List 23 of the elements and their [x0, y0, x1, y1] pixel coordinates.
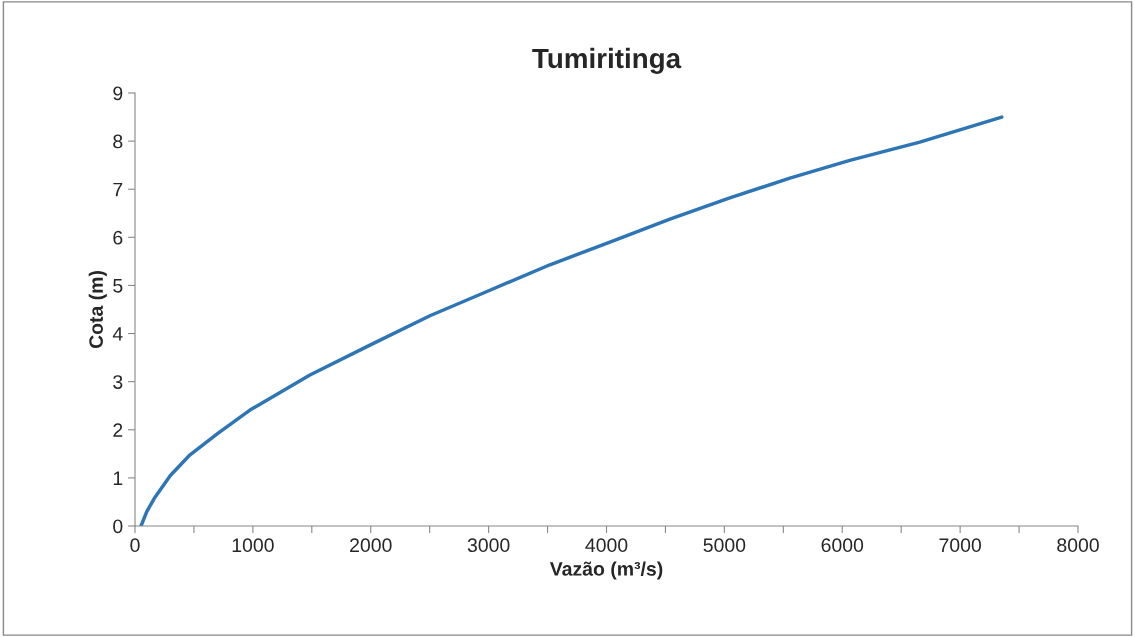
x-tick-label: 5000 [703, 538, 746, 553]
x-tick-label: 2000 [350, 538, 392, 553]
y-tick-label: 2 [113, 423, 123, 437]
y-tick-label: 6 [113, 230, 123, 245]
x-tick-label: 8000 [1057, 538, 1099, 553]
x-tick-label: 4000 [585, 538, 628, 553]
y-tick-label: 1 [113, 471, 123, 485]
x-tick-label: 7000 [939, 538, 981, 553]
y-axis-title: Cota (m) [88, 271, 107, 349]
y-tick-label: 7 [113, 182, 123, 197]
x-tick-label: 3000 [467, 538, 510, 553]
x-axis-title: Vazão (m³/s) [549, 561, 663, 580]
y-tick-label: 8 [113, 134, 123, 149]
y-tick-label: 5 [113, 279, 123, 293]
x-tick-label: 6000 [821, 538, 864, 553]
y-tick-label: 3 [113, 375, 123, 389]
line-series [139, 115, 1004, 526]
y-tick-label: 4 [112, 327, 123, 341]
y-tick-label: 9 [113, 86, 123, 101]
x-tick-label: 1000 [232, 538, 274, 553]
chart-title: Tumiritinga [532, 47, 682, 74]
y-tick-label: 0 [113, 519, 123, 534]
x-tick-label: 0 [130, 538, 140, 553]
